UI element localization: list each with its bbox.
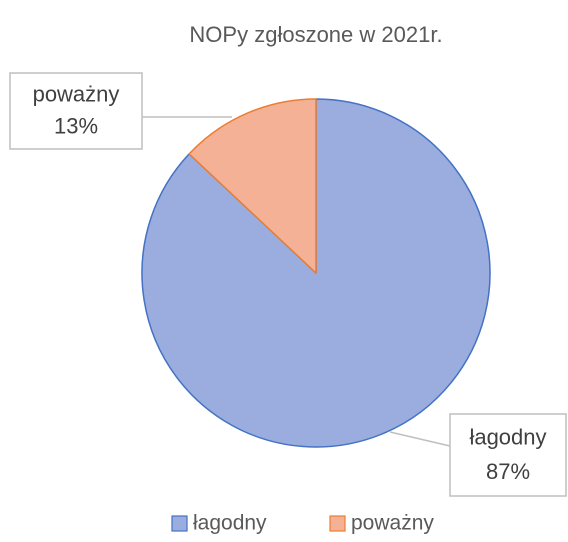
data-label-value: 13% (54, 114, 98, 139)
label-box (449, 413, 567, 497)
data-label-value: 87% (486, 459, 530, 484)
leader-line (389, 431, 451, 447)
legend-label: łagodny (193, 512, 267, 535)
data-label-category: łagodny (469, 424, 546, 449)
chart-title: NOPy zgłoszone w 2021r. (189, 22, 442, 47)
legend-swatch (329, 515, 346, 532)
data-label-category: poważny (33, 82, 120, 107)
label-box (9, 72, 143, 150)
pie-slice (188, 98, 317, 274)
legend-label: poważny (351, 512, 434, 535)
legend-swatch (171, 515, 188, 532)
